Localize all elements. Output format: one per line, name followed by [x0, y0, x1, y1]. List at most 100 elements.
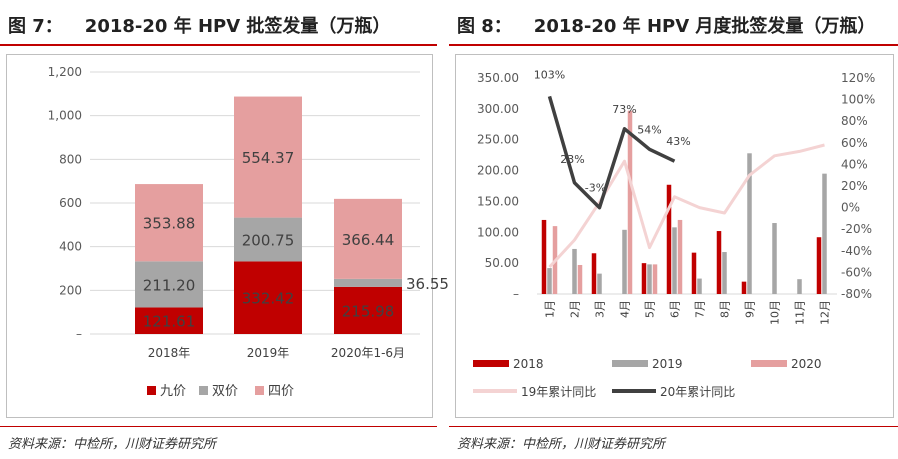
bar	[622, 229, 627, 294]
x-tick-label: 3月	[594, 300, 607, 318]
y-right-tick-label: -60%	[841, 265, 872, 279]
line-data-label: 73%	[612, 103, 636, 116]
chart-panel-annual: 图 7： 2018-20 年 HPV 批签发量（万瓶） – 200 400 600 800…	[0, 0, 449, 459]
bar-segment	[234, 96, 302, 218]
bar-segment	[135, 184, 203, 262]
y-right-tick-label: 40%	[841, 157, 868, 171]
data-label: 121.61	[143, 313, 196, 331]
y-right-tick-label: 60%	[841, 136, 868, 150]
bar	[672, 227, 677, 294]
y-right-tick-label: -80%	[841, 287, 872, 301]
y-left-tick-label: 250.00	[477, 133, 519, 147]
bar	[741, 281, 747, 294]
bar	[641, 263, 647, 294]
y-left-tick-label: 50.00	[485, 256, 519, 270]
legend-label: 2018	[513, 357, 544, 371]
bar	[722, 252, 727, 294]
y-right-tick-label: 0%	[841, 201, 860, 215]
legend-label: 四价	[268, 384, 294, 399]
x-tick-label: 10月	[769, 300, 782, 325]
bar-segment	[334, 286, 402, 334]
bar	[577, 264, 583, 294]
bar	[597, 273, 602, 294]
bar	[747, 153, 752, 294]
legend-label: 双价	[212, 384, 238, 399]
x-tick-label: 2月	[569, 300, 582, 318]
y-tick-label: 600	[59, 196, 82, 210]
y-right-tick-label: -40%	[841, 244, 872, 258]
y-left-tick-label: 100.00	[477, 225, 519, 239]
line-data-label: 23%	[560, 153, 584, 166]
bar	[772, 223, 777, 294]
figure-number: 图 8：	[457, 16, 512, 37]
source-note: 资料来源：中检所，川财证券研究所	[457, 437, 666, 452]
data-label: 200.75	[242, 232, 295, 250]
x-tick-label: 2020年1-6月	[331, 346, 405, 360]
x-tick-label: 6月	[669, 300, 682, 318]
legend-swatch	[199, 386, 208, 395]
bar	[547, 268, 552, 294]
chart-title: 图 8： 2018-20 年 HPV 月度批签发量（万瓶）	[457, 12, 875, 38]
bar-segment	[334, 198, 402, 279]
title-text: 2018-20 年 HPV 批签发量（万瓶）	[84, 16, 391, 37]
x-tick-label: 8月	[719, 300, 732, 318]
bar	[591, 253, 597, 294]
title-text: 2018-20 年 HPV 月度批签发量（万瓶）	[533, 16, 876, 37]
data-label: 366.44	[342, 231, 395, 249]
legend-swatch	[147, 386, 156, 395]
x-tick-label: 2019年	[247, 346, 290, 360]
chart-frame	[455, 54, 894, 418]
bar	[797, 279, 802, 294]
data-label: 332.42	[242, 290, 295, 308]
y-left-tick-label: –	[513, 287, 519, 301]
x-tick-label: 1月	[544, 300, 557, 318]
source-note: 资料来源：中检所，川财证券研究所	[8, 437, 217, 452]
legend-swatch	[751, 360, 787, 367]
chart-frame	[6, 54, 433, 418]
legend-label: 九价	[160, 384, 186, 399]
source-rule	[0, 426, 437, 427]
data-label: 215.98	[342, 302, 395, 320]
bar-segment	[234, 261, 302, 334]
y-left-tick-label: 200.00	[477, 164, 519, 178]
y-tick-label: 200	[59, 283, 82, 297]
bar	[822, 173, 827, 294]
x-tick-label: 11月	[794, 300, 807, 325]
legend-label: 20年累计同比	[660, 385, 735, 399]
bar	[652, 264, 658, 294]
data-label: 554.37	[242, 149, 295, 167]
annual-stacked-bar-chart: – 200 400 600 800 1,000 1,200 121.61 211.20 353.8…	[48, 65, 449, 399]
y-tick-label: 1,000	[48, 109, 82, 123]
bar	[647, 264, 652, 294]
title-rule	[449, 44, 898, 46]
bar	[716, 231, 722, 294]
x-tick-label: 12月	[819, 300, 832, 325]
y-tick-label: 1,200	[48, 65, 82, 79]
bar	[816, 237, 822, 294]
line-19年累计同比	[548, 143, 825, 269]
chart-title: 图 7： 2018-20 年 HPV 批签发量（万瓶）	[8, 12, 390, 38]
figure-number: 图 7：	[8, 16, 63, 37]
bar	[541, 219, 547, 294]
y-right-tick-label: 80%	[841, 114, 868, 128]
bar	[666, 184, 672, 294]
legend-label: 2019	[652, 357, 683, 371]
bar	[691, 252, 697, 294]
bar-segment	[135, 307, 203, 334]
y-left-tick-label: 300.00	[477, 102, 519, 116]
data-label: 211.20	[143, 276, 196, 294]
x-tick-label: 4月	[619, 300, 632, 318]
line-data-label: 54%	[637, 123, 661, 136]
legend-label: 19年累计同比	[521, 385, 596, 399]
bar	[627, 110, 633, 294]
y-left-tick-label: 150.00	[477, 194, 519, 208]
title-rule	[0, 44, 437, 46]
legend-label: 2020	[791, 357, 822, 371]
line-data-label: -3%	[585, 182, 606, 195]
legend-swatch	[612, 360, 648, 367]
legend-swatch	[255, 386, 264, 395]
y-right-tick-label: -20%	[841, 222, 872, 236]
y-right-tick-label: 100%	[841, 93, 875, 107]
y-tick-label: 800	[59, 152, 82, 166]
chart-panel-monthly: 图 8： 2018-20 年 HPV 月度批签发量（万瓶） – 50.00 100.0…	[449, 0, 898, 459]
